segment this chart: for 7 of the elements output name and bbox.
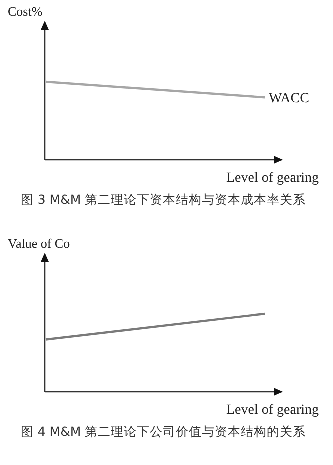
y-axis-title: Cost% xyxy=(8,4,43,19)
x-axis-title: Level of gearing xyxy=(226,403,319,418)
text: 图 3 M&M 第二理论下资本结构与资本成本率关系 xyxy=(20,192,306,207)
series-label: WACC xyxy=(269,92,310,107)
x-axis-title: Level of gearing xyxy=(226,171,319,186)
y-axis-title: Value of Co xyxy=(8,236,70,251)
text: 图 4 M&M 第二理论下公司价值与资本结构的关系 xyxy=(20,424,306,439)
